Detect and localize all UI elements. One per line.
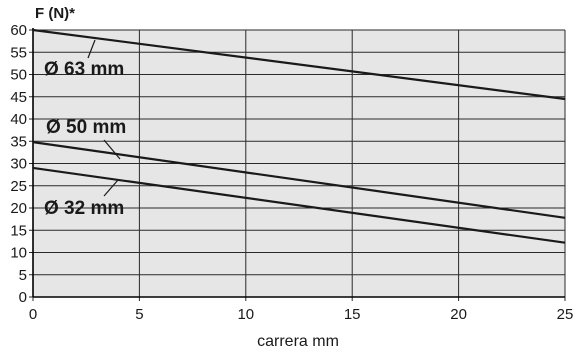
series-label: Ø 50 mm bbox=[46, 117, 126, 138]
y-tick-label: 10 bbox=[10, 245, 27, 262]
y-tick-label: 35 bbox=[10, 133, 27, 150]
x-tick-label: 20 bbox=[450, 306, 467, 323]
y-axis-title: F (N)* bbox=[35, 5, 75, 22]
series-leader-line bbox=[103, 179, 119, 197]
x-tick-label: 5 bbox=[135, 306, 143, 323]
series-line bbox=[32, 28, 566, 101]
series-labels: Ø 63 mm Ø 50 mm Ø 32 mm bbox=[44, 59, 126, 219]
x-tick-labels: 0 5 10 15 20 25 bbox=[29, 306, 574, 323]
y-tick-label: 60 bbox=[10, 22, 27, 39]
y-tick-label: 55 bbox=[10, 44, 27, 61]
x-tick-label: 25 bbox=[557, 306, 574, 323]
y-tick-label: 50 bbox=[10, 67, 27, 84]
y-tick-label: 25 bbox=[10, 178, 27, 195]
y-tick-label: 40 bbox=[10, 111, 27, 128]
series-leader-line bbox=[103, 139, 121, 160]
y-tick-label: 5 bbox=[19, 267, 27, 284]
series-label: Ø 63 mm bbox=[44, 59, 124, 80]
y-tick-label: 30 bbox=[10, 156, 27, 173]
y-tick-labels: 0 5 10 15 20 25 30 35 40 45 50 55 60 bbox=[10, 22, 27, 306]
y-tick-label: 15 bbox=[10, 222, 27, 239]
y-tick-label: 20 bbox=[10, 200, 27, 217]
y-tick-label: 45 bbox=[10, 89, 27, 106]
series-lines bbox=[32, 28, 566, 244]
y-tick-label: 0 bbox=[19, 289, 27, 306]
series-leader-line bbox=[87, 39, 96, 59]
x-tick-label: 10 bbox=[237, 306, 254, 323]
series-line bbox=[32, 166, 566, 244]
x-tick-label: 15 bbox=[344, 306, 361, 323]
x-tick-label: 0 bbox=[29, 306, 37, 323]
series-leader-lines bbox=[87, 39, 121, 197]
grid bbox=[29, 28, 566, 301]
x-axis-title: carrera mm bbox=[257, 333, 339, 350]
series-line bbox=[32, 141, 566, 219]
series-label: Ø 32 mm bbox=[44, 198, 124, 219]
